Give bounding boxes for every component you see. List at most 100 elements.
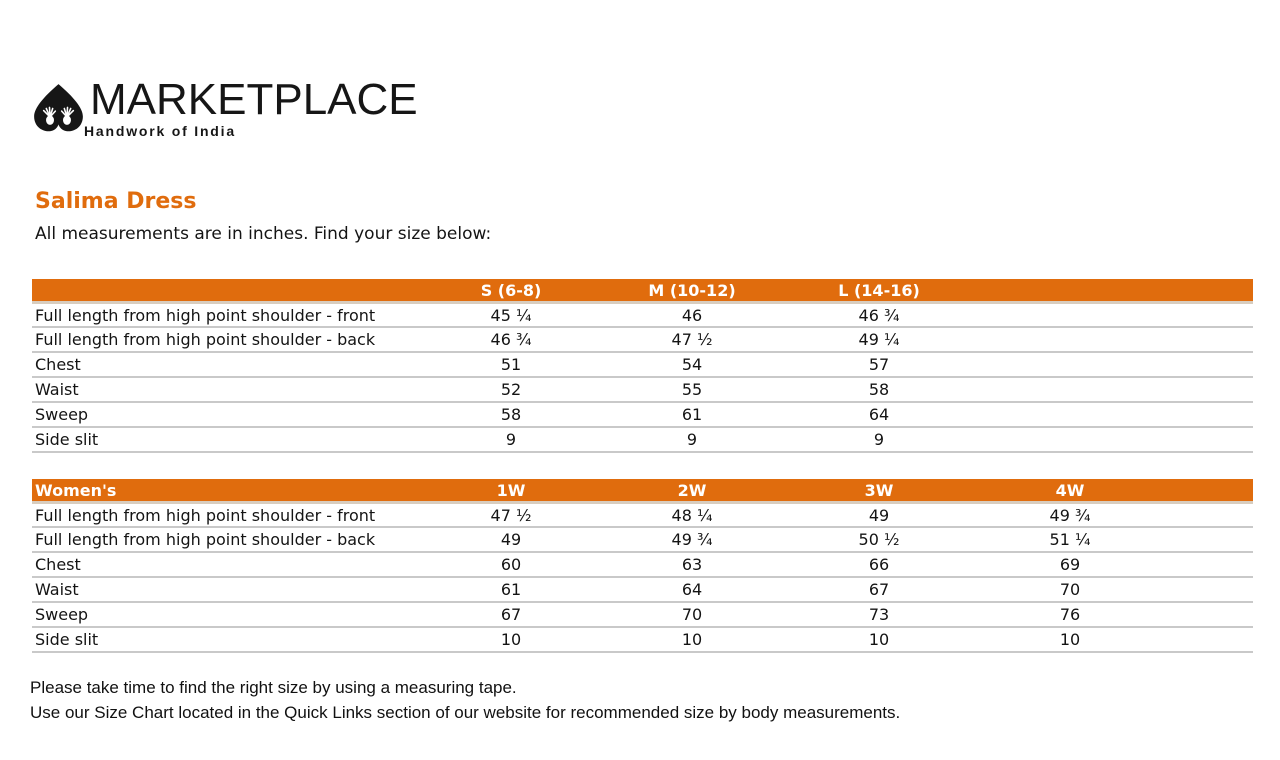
row-label: Full length from high point shoulder - f… — [32, 502, 422, 529]
page-subtitle: All measurements are in inches. Find you… — [35, 224, 492, 245]
cell — [974, 377, 1166, 404]
cell: 73 — [784, 602, 974, 629]
column-header-m: M (10-12) — [600, 279, 784, 304]
row-label: Sweep — [32, 402, 422, 429]
column-header-empty — [974, 279, 1166, 304]
cell: 70 — [600, 602, 784, 629]
spacer-cell — [1166, 327, 1253, 354]
row-label: Sweep — [32, 602, 422, 629]
cell: 45 ¼ — [422, 302, 600, 329]
column-header-3w: 3W — [784, 479, 974, 504]
cell: 49 — [422, 527, 600, 554]
row-label: Chest — [32, 352, 422, 379]
cell: 76 — [974, 602, 1166, 629]
column-header-1w: 1W — [422, 479, 600, 504]
spacer-cell — [1166, 552, 1253, 579]
header-spacer-cell — [1166, 279, 1253, 304]
cell: 50 ½ — [784, 527, 974, 554]
cell — [974, 302, 1166, 329]
cell: 55 — [600, 377, 784, 404]
table-row: Chest 51 54 57 — [32, 352, 1253, 379]
cell: 64 — [600, 577, 784, 604]
marketplace-logo[interactable]: MARKETPLACE Handwork of India — [32, 75, 1253, 139]
table-row: Side slit 10 10 10 10 — [32, 627, 1253, 654]
cell: 58 — [784, 377, 974, 404]
size-chart-page: MARKETPLACE Handwork of India Salima Dre… — [0, 75, 1280, 725]
footer-note: Please take time to find the right size … — [30, 675, 1253, 725]
logo-name: MARKETPLACE — [90, 75, 418, 124]
spacer-cell — [1166, 352, 1253, 379]
row-label: Full length from high point shoulder - f… — [32, 302, 422, 329]
cell: 61 — [600, 402, 784, 429]
cell: 49 ¾ — [974, 502, 1166, 529]
row-label: Waist — [32, 377, 422, 404]
cell: 49 ¾ — [600, 527, 784, 554]
cell: 54 — [600, 352, 784, 379]
table-row: Chest 60 63 66 69 — [32, 552, 1253, 579]
spacer-cell — [1166, 577, 1253, 604]
row-label: Chest — [32, 552, 422, 579]
cell: 9 — [784, 427, 974, 454]
table-row: Full length from high point shoulder - b… — [32, 527, 1253, 554]
cell: 52 — [422, 377, 600, 404]
cell: 46 ¾ — [422, 327, 600, 354]
spacer-cell — [1166, 402, 1253, 429]
table-header-row: S (6-8) M (10-12) L (14-16) — [32, 279, 1253, 304]
row-label: Side slit — [32, 627, 422, 654]
spacer-cell — [1166, 527, 1253, 554]
row-label: Full length from high point shoulder - b… — [32, 327, 422, 354]
footer-line-2: Use our Size Chart located in the Quick … — [30, 703, 901, 723]
row-label: Side slit — [32, 427, 422, 454]
table-header-row: Women's 1W 2W 3W 4W — [32, 479, 1253, 504]
logo-text-block: MARKETPLACE Handwork of India — [84, 75, 418, 139]
table-row: Sweep 67 70 73 76 — [32, 602, 1253, 629]
cell: 51 — [422, 352, 600, 379]
cell: 67 — [784, 577, 974, 604]
cell: 46 — [600, 302, 784, 329]
spacer-cell — [1166, 627, 1253, 654]
cell: 51 ¼ — [974, 527, 1166, 554]
column-header-4w: 4W — [974, 479, 1166, 504]
logo-tagline: Handwork of India — [84, 123, 236, 140]
cell: 47 ½ — [422, 502, 600, 529]
spacer-cell — [1166, 302, 1253, 329]
peepal-leaf-hands-icon — [34, 84, 83, 132]
cell: 46 ¾ — [784, 302, 974, 329]
row-label: Waist — [32, 577, 422, 604]
womens-sizes-table: Women's 1W 2W 3W 4W Full length from hig… — [32, 479, 1253, 654]
spacer-cell — [1166, 427, 1253, 454]
spacer-cell — [1166, 502, 1253, 529]
spacer-cell — [1166, 602, 1253, 629]
cell: 47 ½ — [600, 327, 784, 354]
cell: 10 — [422, 627, 600, 654]
cell: 57 — [784, 352, 974, 379]
header-label-cell: Women's — [32, 479, 422, 504]
cell: 64 — [784, 402, 974, 429]
cell: 70 — [974, 577, 1166, 604]
cell — [974, 427, 1166, 454]
cell: 67 — [422, 602, 600, 629]
row-label: Full length from high point shoulder - b… — [32, 527, 422, 554]
spacer-cell — [1166, 377, 1253, 404]
header-spacer-cell — [1166, 479, 1253, 504]
cell — [974, 327, 1166, 354]
cell: 48 ¼ — [600, 502, 784, 529]
cell: 66 — [784, 552, 974, 579]
table-row: Waist 52 55 58 — [32, 377, 1253, 404]
cell — [974, 402, 1166, 429]
cell: 69 — [974, 552, 1166, 579]
cell: 58 — [422, 402, 600, 429]
regular-sizes-table: S (6-8) M (10-12) L (14-16) Full length … — [32, 279, 1253, 454]
page-title: Salima Dress — [35, 189, 197, 215]
table-row: Waist 61 64 67 70 — [32, 577, 1253, 604]
cell: 10 — [784, 627, 974, 654]
table-row: Full length from high point shoulder - b… — [32, 327, 1253, 354]
cell: 10 — [600, 627, 784, 654]
footer-line-1: Please take time to find the right size … — [30, 678, 517, 698]
table-row: Sweep 58 61 64 — [32, 402, 1253, 429]
column-header-s: S (6-8) — [422, 279, 600, 304]
cell: 10 — [974, 627, 1166, 654]
header-label-cell — [32, 279, 422, 304]
cell: 61 — [422, 577, 600, 604]
cell: 63 — [600, 552, 784, 579]
